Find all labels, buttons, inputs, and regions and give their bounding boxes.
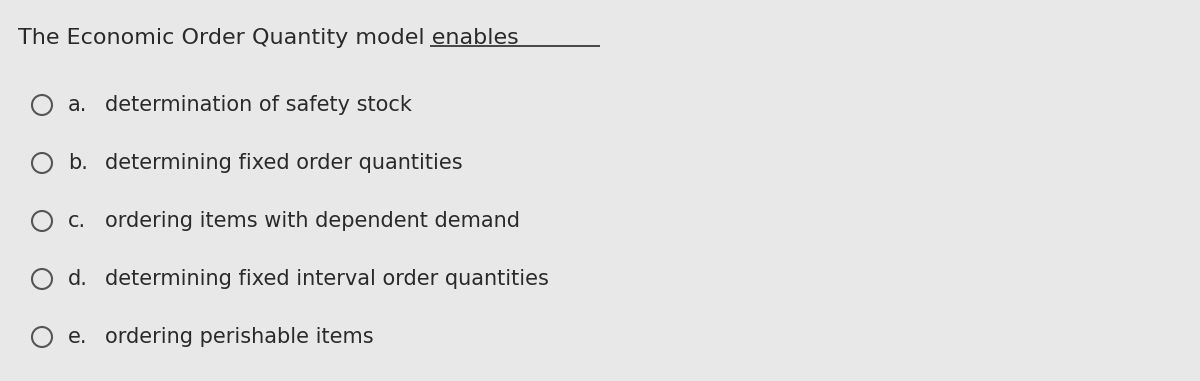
- Text: e.: e.: [68, 327, 88, 347]
- Text: ordering perishable items: ordering perishable items: [106, 327, 373, 347]
- Text: d.: d.: [68, 269, 88, 289]
- Text: ordering items with dependent demand: ordering items with dependent demand: [106, 211, 520, 231]
- Text: determining fixed interval order quantities: determining fixed interval order quantit…: [106, 269, 548, 289]
- Text: c.: c.: [68, 211, 86, 231]
- Text: a.: a.: [68, 95, 88, 115]
- Text: determination of safety stock: determination of safety stock: [106, 95, 412, 115]
- Text: The Economic Order Quantity model enables: The Economic Order Quantity model enable…: [18, 28, 518, 48]
- Text: determining fixed order quantities: determining fixed order quantities: [106, 153, 463, 173]
- Text: b.: b.: [68, 153, 88, 173]
